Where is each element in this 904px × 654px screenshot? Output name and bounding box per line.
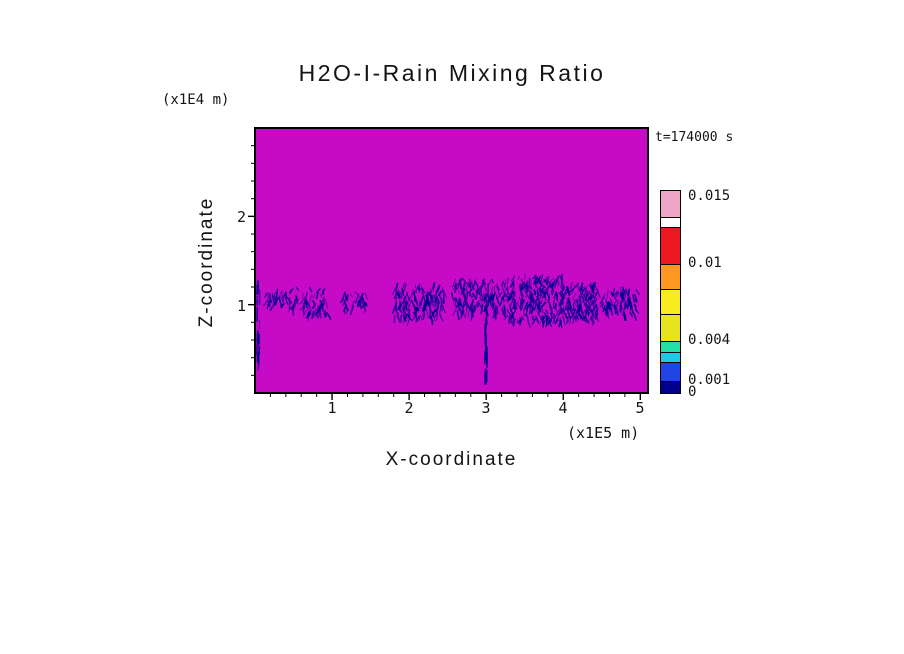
x-axis-units-label: (x1E5 m)	[567, 424, 640, 442]
colorbar-segment	[661, 217, 680, 227]
time-label: t=174000 s	[655, 130, 734, 145]
x-tick-label-5: 5	[635, 399, 645, 417]
x-tick-label-2: 2	[404, 399, 414, 417]
x-axis-label: X-coordinate	[385, 449, 518, 470]
colorbar-segment	[661, 314, 680, 341]
x-tick-label-3: 3	[481, 399, 491, 417]
colorbar-segment	[661, 264, 680, 289]
colorbar-label: 0.004	[688, 332, 731, 348]
y-axis-label: Z-coordinate	[196, 196, 217, 328]
y-axis-units-label: (x1E4 m)	[162, 92, 230, 108]
axis-ticks	[248, 145, 641, 400]
plot-frame	[254, 127, 649, 394]
y-tick-label-1: 1	[236, 297, 246, 315]
rain-streaks	[255, 273, 640, 386]
heatmap-plot	[248, 127, 649, 400]
x-tick-label-1: 1	[327, 399, 337, 417]
chart-title: H2O-I-Rain Mixing Ratio	[298, 60, 606, 86]
colorbar-segment	[661, 352, 680, 362]
colorbar-segment	[661, 227, 680, 264]
colorbar-segment	[661, 362, 680, 381]
colorbar	[660, 190, 681, 394]
colorbar-segment	[661, 289, 680, 314]
colorbar-label: 0.001	[688, 372, 731, 388]
colorbar-segment	[661, 341, 680, 352]
plot-background	[255, 128, 648, 393]
colorbar-label: 0.01	[688, 255, 722, 271]
colorbar-segment	[661, 191, 680, 217]
colorbar-segment	[661, 381, 680, 393]
colorbar-label: 0	[688, 384, 697, 400]
colorbar-label: 0.015	[688, 188, 731, 204]
y-tick-label-2: 2	[236, 208, 246, 226]
x-tick-label-4: 4	[558, 399, 568, 417]
